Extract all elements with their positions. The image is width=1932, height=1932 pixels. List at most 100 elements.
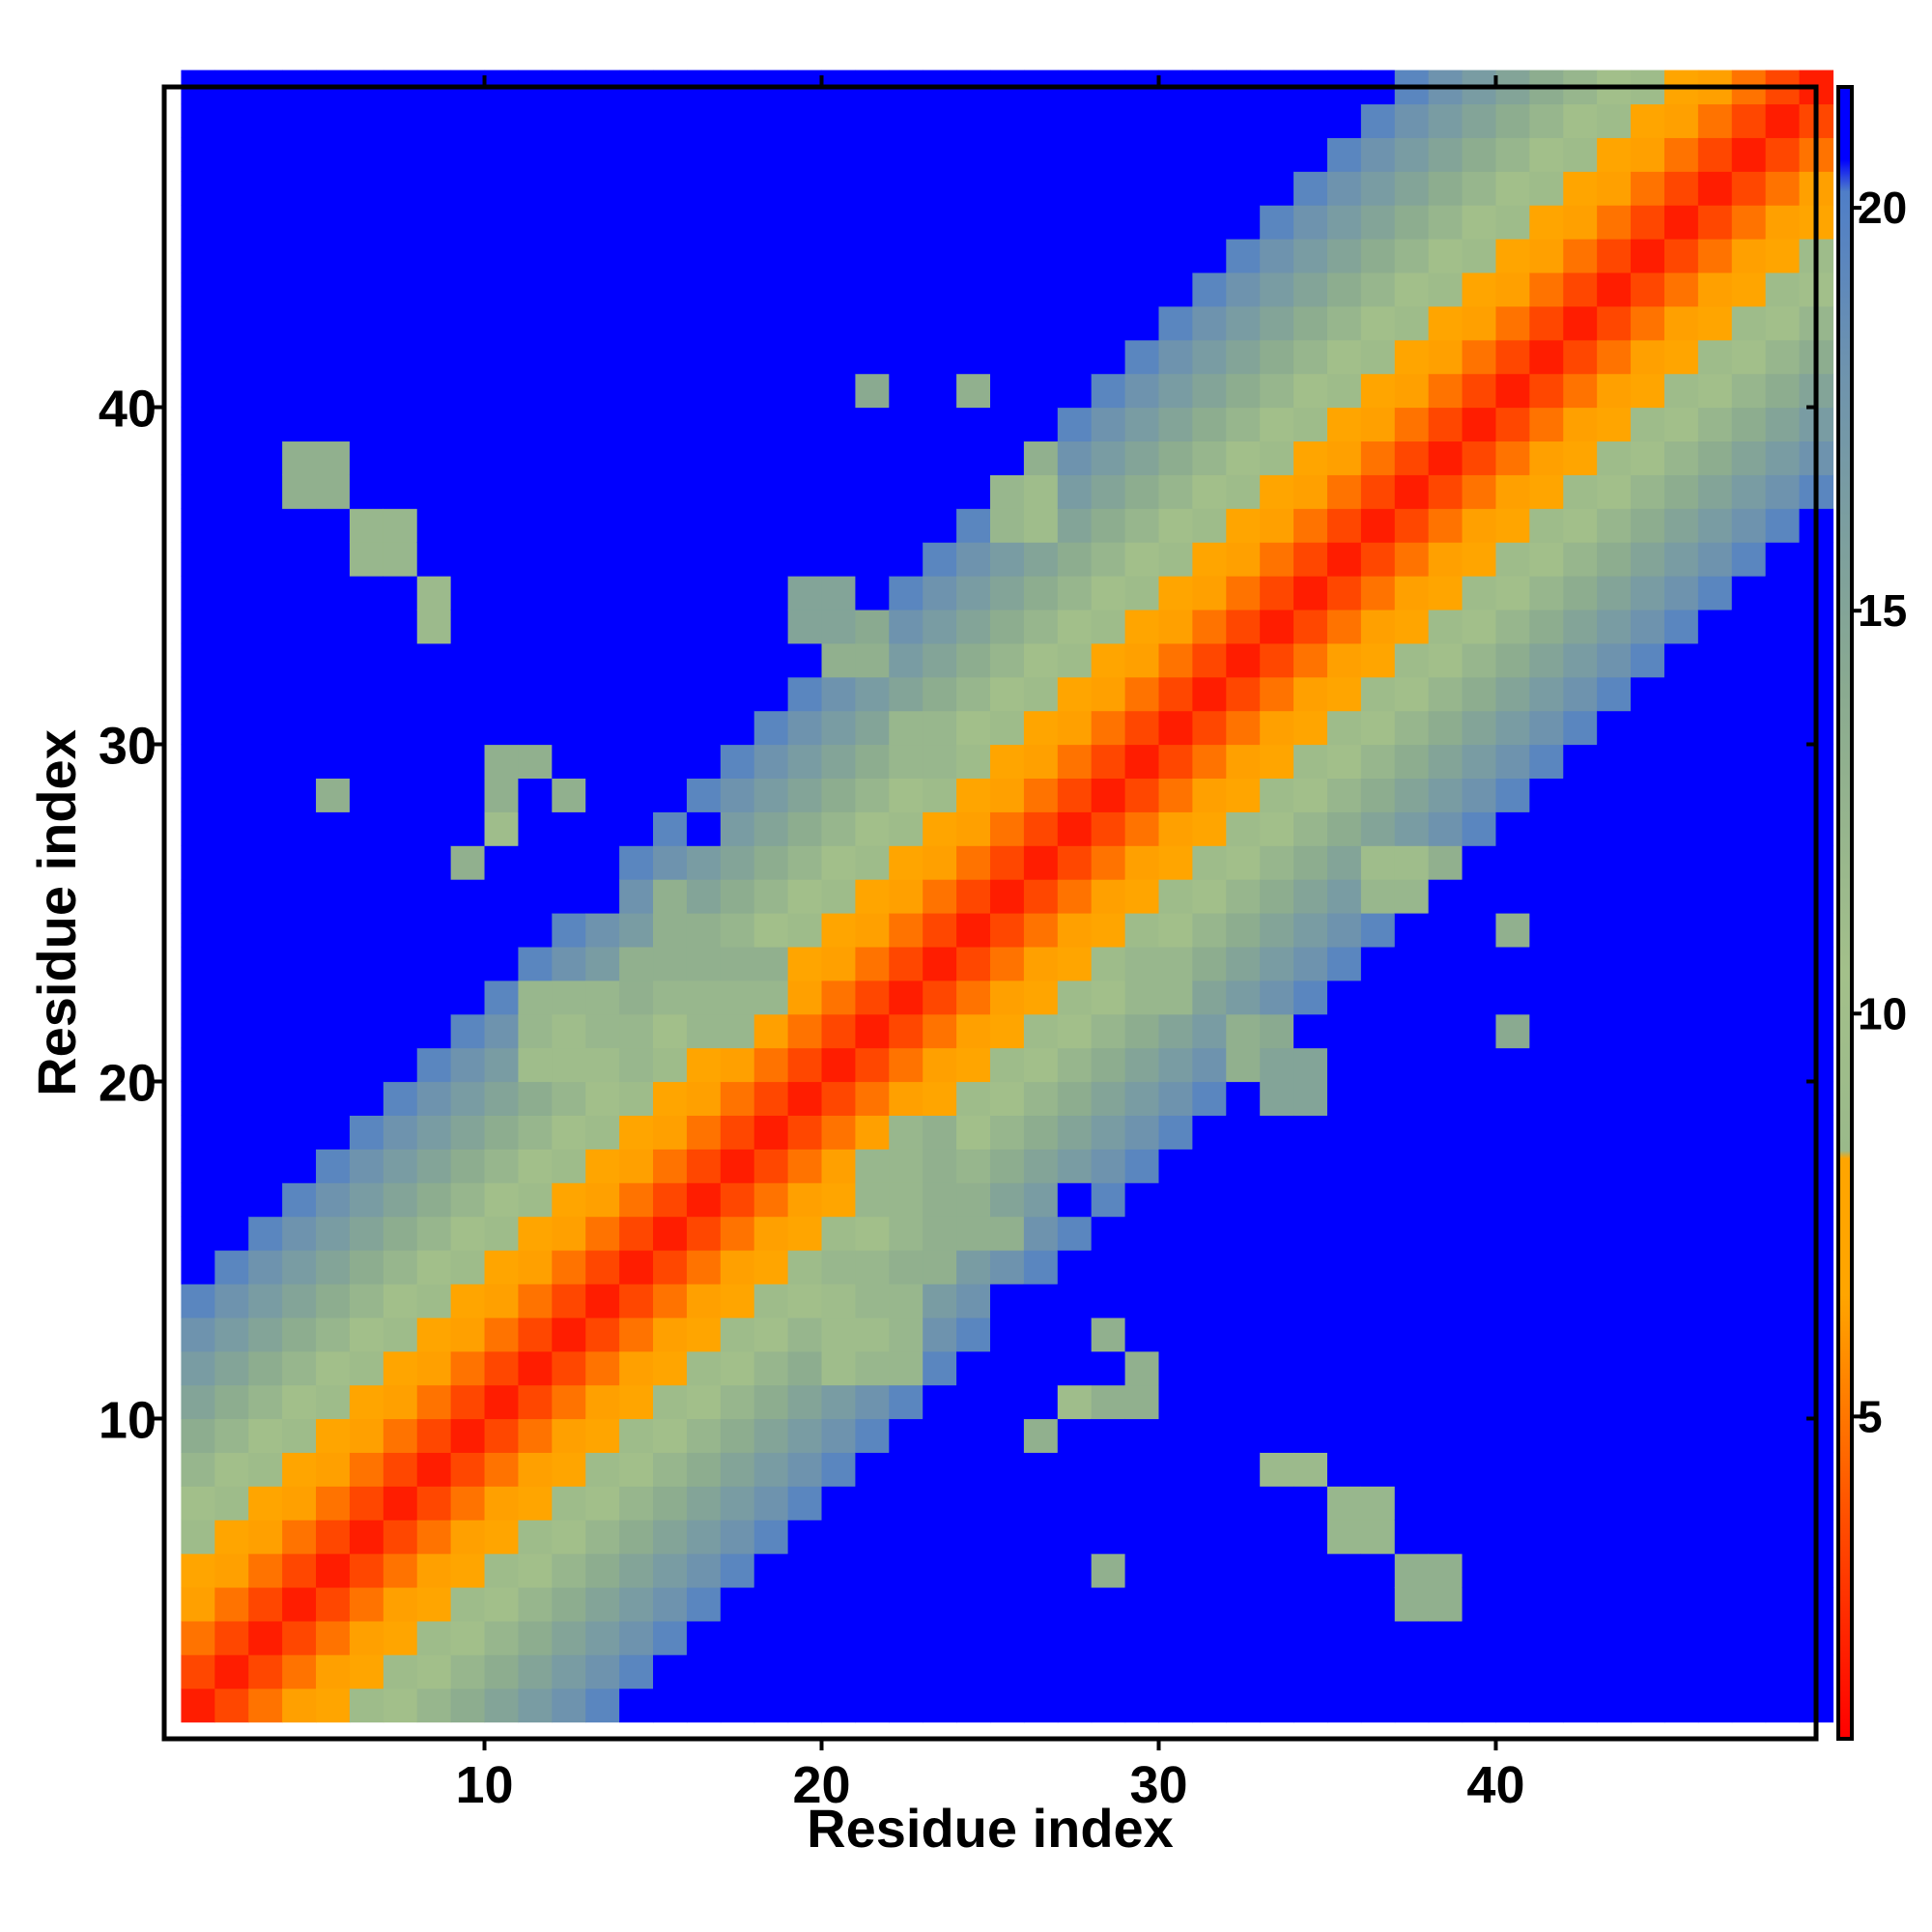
heatmap-cell [349, 946, 384, 981]
heatmap-cell [753, 710, 789, 746]
heatmap-cell [1697, 1149, 1733, 1183]
heatmap-cell [316, 576, 351, 611]
heatmap-cell [1631, 1350, 1665, 1386]
heatmap-cell [1428, 1418, 1463, 1453]
heatmap-cell [1663, 1047, 1699, 1083]
heatmap-cell [619, 1317, 654, 1352]
heatmap-cell [686, 1520, 722, 1554]
heatmap-cell [1260, 1350, 1294, 1386]
heatmap-cell [1597, 576, 1632, 611]
heatmap-cell [383, 1149, 418, 1183]
heatmap-cell [349, 1249, 384, 1285]
heatmap-cell [1326, 1047, 1362, 1083]
heatmap-cell [1394, 103, 1430, 138]
heatmap-cell [619, 980, 654, 1015]
heatmap-cell [383, 1418, 418, 1453]
heatmap-cell [248, 980, 283, 1015]
heatmap-cell [1226, 239, 1261, 273]
heatmap-cell [248, 440, 283, 475]
heatmap-cell [1428, 339, 1463, 375]
heatmap-cell [923, 1620, 957, 1656]
heatmap-cell [214, 1283, 249, 1319]
heatmap-cell [585, 913, 620, 948]
heatmap-cell [1631, 440, 1665, 475]
heatmap-cell [214, 1586, 249, 1622]
heatmap-cell [383, 137, 418, 172]
heatmap-cell [1529, 339, 1564, 375]
heatmap-cell [855, 137, 890, 172]
heatmap-cell [552, 1654, 586, 1690]
heatmap-cell [1091, 271, 1126, 307]
heatmap-cell [1360, 271, 1396, 307]
heatmap-cell [855, 542, 890, 577]
heatmap-cell [1462, 1452, 1497, 1487]
heatmap-cell [686, 1013, 722, 1049]
heatmap-cell [720, 1486, 755, 1520]
heatmap-cell [1563, 1317, 1598, 1352]
heatmap-cell [720, 339, 755, 375]
heatmap-cell [1495, 913, 1530, 948]
heatmap-cell [653, 1115, 688, 1150]
heatmap-cell [1597, 811, 1632, 846]
heatmap-cell [1091, 576, 1126, 611]
heatmap-cell [450, 845, 486, 880]
heatmap-cell [1091, 1586, 1126, 1622]
heatmap-cell [1428, 542, 1463, 577]
heatmap-cell [1495, 778, 1530, 812]
heatmap-cell [1428, 778, 1463, 812]
heatmap-cell [181, 1013, 215, 1049]
heatmap-cell [1563, 811, 1598, 846]
heatmap-cell [484, 1620, 520, 1656]
heatmap-cell [923, 1182, 957, 1217]
heatmap-cell [1697, 373, 1733, 409]
heatmap-cell [855, 407, 890, 442]
heatmap-cell [1057, 103, 1093, 138]
heatmap-cell [1563, 103, 1598, 138]
heatmap-cell [1360, 103, 1396, 138]
heatmap-cell [619, 1486, 654, 1520]
heatmap-cell [1697, 1081, 1733, 1116]
heatmap-cell [686, 305, 722, 341]
heatmap-cell [450, 879, 486, 914]
heatmap-cell [248, 811, 283, 846]
heatmap-cell [787, 1149, 823, 1183]
heatmap-cell [1697, 542, 1733, 577]
heatmap-cell [181, 103, 215, 138]
heatmap-cell [1495, 1486, 1530, 1520]
heatmap-cell [1697, 609, 1733, 644]
heatmap-cell [1360, 1350, 1396, 1386]
heatmap-cell [450, 1654, 486, 1690]
heatmap-cell [1563, 1586, 1598, 1622]
heatmap-cell [484, 1283, 520, 1319]
heatmap-cell [1697, 913, 1733, 948]
heatmap-cell [1462, 1586, 1497, 1622]
heatmap-cell [619, 1654, 654, 1690]
heatmap-cell [1394, 1688, 1430, 1723]
heatmap-cell [1765, 1553, 1801, 1588]
heatmap-cell [1697, 1384, 1733, 1420]
heatmap-cell [1057, 1047, 1093, 1083]
heatmap-cell [1697, 1350, 1733, 1386]
heatmap-cell [349, 1384, 384, 1420]
heatmap-cell [923, 239, 957, 273]
heatmap-cell [1360, 710, 1396, 746]
heatmap-cell [1529, 1081, 1564, 1116]
heatmap-cell [181, 980, 215, 1015]
heatmap-cell [1023, 1081, 1059, 1116]
heatmap-cell [1326, 1418, 1362, 1453]
heatmap-cell [1462, 1081, 1497, 1116]
heatmap-cell [484, 137, 520, 172]
heatmap-cell [1091, 542, 1126, 577]
heatmap-cell [1124, 778, 1160, 812]
heatmap-cell [416, 542, 452, 577]
heatmap-cell [653, 1384, 688, 1420]
heatmap-cell [1663, 1115, 1699, 1150]
heatmap-cell [720, 946, 755, 981]
heatmap-cell [1428, 103, 1463, 138]
heatmap-cell [1057, 1620, 1093, 1656]
heatmap-cell [1663, 1283, 1699, 1319]
heatmap-cell [753, 879, 789, 914]
heatmap-cell [1293, 407, 1328, 442]
heatmap-cell [1360, 1688, 1396, 1723]
heatmap-cell [1360, 1216, 1396, 1251]
